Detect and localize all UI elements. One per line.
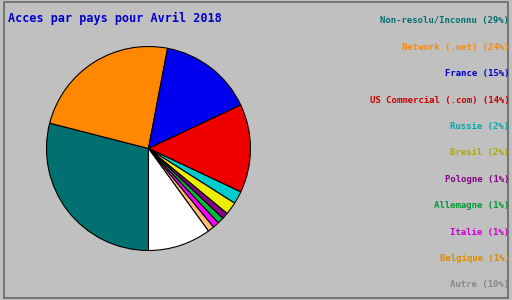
Text: Non-resolu/Inconnu (29%): Non-resolu/Inconnu (29%): [380, 16, 509, 26]
Text: Belgique (1%): Belgique (1%): [440, 254, 509, 263]
Wedge shape: [148, 48, 241, 148]
Wedge shape: [148, 148, 223, 223]
Text: Acces par pays pour Avril 2018: Acces par pays pour Avril 2018: [8, 12, 221, 25]
Text: Russie (2%): Russie (2%): [451, 122, 509, 131]
Wedge shape: [148, 148, 241, 203]
Text: Autre (10%): Autre (10%): [451, 280, 509, 290]
Wedge shape: [50, 46, 167, 148]
Text: US Commercial (.com) (14%): US Commercial (.com) (14%): [370, 96, 509, 105]
Text: Bresil (2%): Bresil (2%): [451, 148, 509, 158]
Text: Network (.net) (24%): Network (.net) (24%): [402, 43, 509, 52]
Text: France (15%): France (15%): [445, 69, 509, 78]
Wedge shape: [148, 148, 234, 214]
Wedge shape: [148, 148, 214, 231]
Wedge shape: [47, 123, 148, 250]
Text: Italie (1%): Italie (1%): [451, 228, 509, 237]
Wedge shape: [148, 148, 218, 227]
Wedge shape: [148, 148, 208, 250]
Wedge shape: [148, 105, 250, 192]
Wedge shape: [148, 148, 227, 218]
Text: Pologne (1%): Pologne (1%): [445, 175, 509, 184]
Text: Allemagne (1%): Allemagne (1%): [434, 201, 509, 210]
